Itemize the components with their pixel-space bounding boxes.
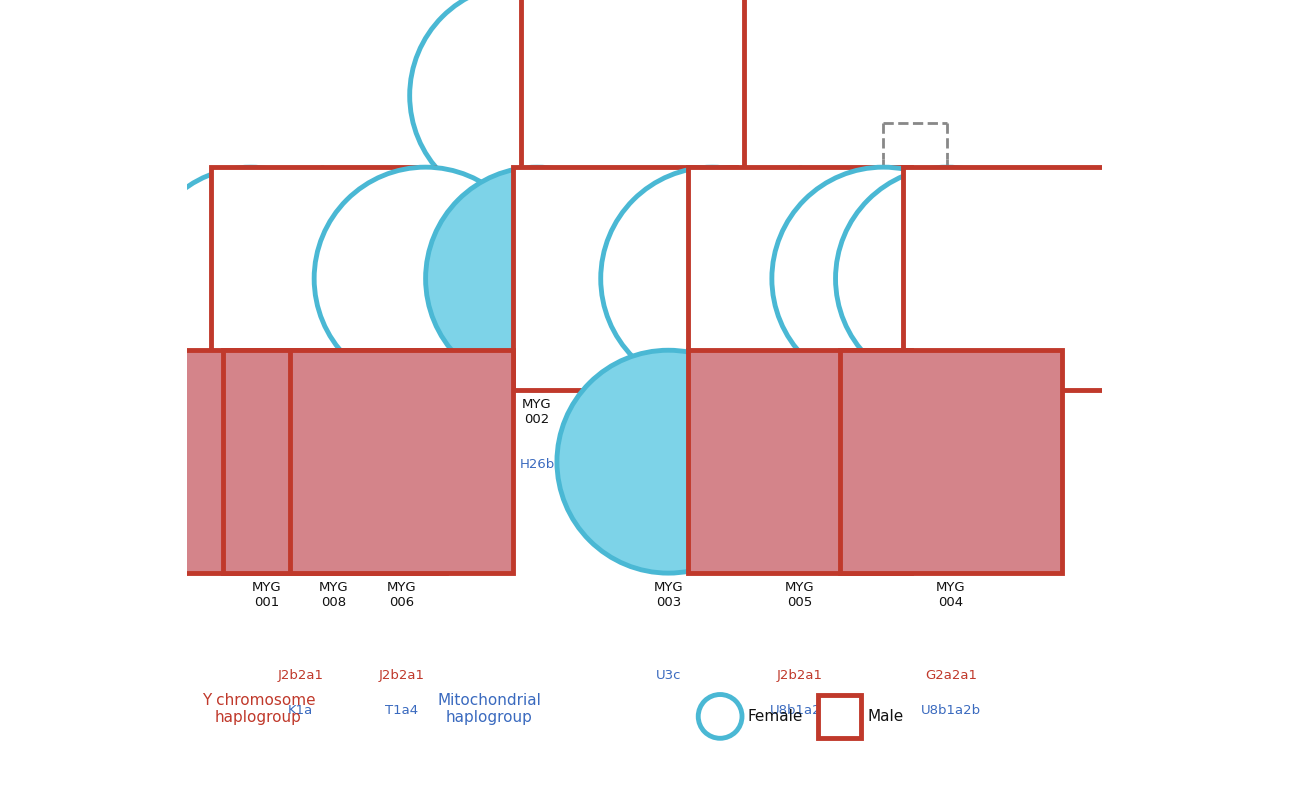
- Text: H26b: H26b: [519, 458, 554, 470]
- Text: MYG
003: MYG 003: [654, 581, 683, 609]
- FancyBboxPatch shape: [688, 167, 911, 390]
- Text: J2b2a1: J2b2a1: [777, 669, 822, 681]
- Text: MYG
006: MYG 006: [387, 581, 416, 609]
- FancyBboxPatch shape: [817, 694, 861, 739]
- Circle shape: [835, 167, 1058, 390]
- FancyBboxPatch shape: [839, 350, 1062, 573]
- Circle shape: [601, 167, 824, 390]
- FancyBboxPatch shape: [210, 167, 433, 390]
- Text: Y chromosome
haplogroup: Y chromosome haplogroup: [201, 693, 316, 725]
- Text: MYG
004: MYG 004: [936, 581, 965, 609]
- Text: MYG
008: MYG 008: [320, 581, 349, 609]
- FancyBboxPatch shape: [513, 167, 736, 390]
- FancyBboxPatch shape: [521, 0, 744, 207]
- Text: MYG
005: MYG 005: [785, 581, 815, 609]
- Text: U3c: U3c: [656, 669, 681, 681]
- Circle shape: [425, 167, 648, 390]
- FancyBboxPatch shape: [688, 350, 911, 573]
- Circle shape: [139, 167, 362, 390]
- FancyBboxPatch shape: [290, 350, 513, 573]
- FancyBboxPatch shape: [904, 167, 1127, 390]
- Text: Male: Male: [867, 709, 904, 724]
- Text: J2b2a1: J2b2a1: [277, 669, 324, 681]
- FancyBboxPatch shape: [155, 350, 378, 573]
- Text: U8b1a2b: U8b1a2b: [770, 704, 830, 717]
- Text: Female: Female: [748, 709, 803, 724]
- Text: MYG
001: MYG 001: [251, 581, 281, 609]
- Circle shape: [410, 0, 633, 207]
- Text: MYG
002: MYG 002: [522, 398, 552, 426]
- Text: J2b2a1: J2b2a1: [379, 669, 424, 681]
- Text: G2a2a1: G2a2a1: [926, 669, 977, 681]
- Text: K1a: K1a: [287, 704, 313, 717]
- FancyBboxPatch shape: [223, 350, 446, 573]
- Circle shape: [315, 167, 538, 390]
- Text: U8b1a2b: U8b1a2b: [920, 704, 981, 717]
- Text: Mitochondrial
haplogroup: Mitochondrial haplogroup: [437, 693, 541, 725]
- Circle shape: [699, 694, 742, 739]
- Text: T1a4: T1a4: [385, 704, 419, 717]
- Circle shape: [772, 167, 995, 390]
- Circle shape: [557, 350, 780, 573]
